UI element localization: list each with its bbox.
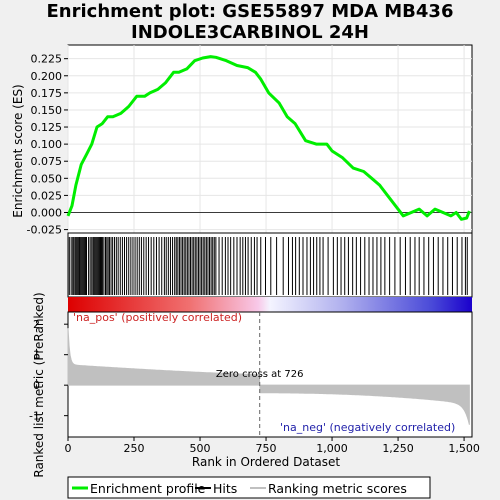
es-tick-label: 0.050 [31, 172, 63, 185]
metric-y-axis: -1 0 1 2 [29, 318, 68, 423]
hit-markers [68, 237, 468, 295]
metric-y-axis-label: Ranked list metric (PreRanked) [32, 292, 46, 477]
legend-hits-label: Hits [213, 481, 237, 496]
es-tick-label: 0.225 [31, 53, 63, 66]
legend-box [67, 476, 431, 499]
rank-color-bar [68, 297, 472, 312]
es-tick-label: 0.125 [31, 121, 63, 134]
es-tick-label: 0.075 [31, 155, 63, 168]
chart-title-line1: Enrichment plot: GSE55897 MDA MB436 [46, 1, 454, 22]
legend: Enrichment profile Hits Ranking metric s… [67, 476, 431, 499]
legend-metric-label: Ranking metric scores [268, 481, 407, 496]
x-tick-label: 0 [65, 442, 72, 455]
es-tick-label: 0.025 [31, 189, 63, 202]
metric-tick-label: 1 [33, 349, 40, 362]
positive-correlation-label: 'na_pos' (positively correlated) [73, 311, 242, 324]
x-tick-label: 750 [256, 442, 277, 455]
x-tick-label: 1,000 [316, 442, 348, 455]
es-y-axis-label: Enrichment score (ES) [11, 84, 25, 217]
es-tick-label: 0.150 [31, 104, 63, 117]
chart-title-line2: INDOLE3CARBINOL 24H [131, 22, 369, 43]
es-tick-label: 0.200 [31, 70, 63, 83]
es-tick-label: 0.100 [31, 138, 63, 151]
metric-tick-label: 0 [33, 379, 40, 392]
legend-profile-label: Enrichment profile [90, 481, 206, 496]
x-axis: 0 250 500 750 1,000 1,250 1,500 [65, 437, 480, 455]
es-tick-label: -0.025 [27, 224, 62, 237]
negative-correlation-label: 'na_neg' (negatively correlated) [280, 421, 455, 434]
es-y-axis: -0.025 0.000 0.025 0.050 0.075 0.100 0.125 0.15… [27, 53, 68, 237]
es-panel [67, 44, 473, 234]
zero-cross-label: Zero cross at 726 [216, 369, 304, 380]
es-tick-label: 0.000 [31, 206, 63, 219]
x-tick-label: 1,500 [448, 442, 480, 455]
ranking-metric-area [67, 328, 470, 425]
x-tick-label: 250 [124, 442, 145, 455]
x-tick-label: 1,250 [382, 442, 414, 455]
x-tick-label: 500 [190, 442, 211, 455]
x-axis-label: Rank in Ordered Dataset [192, 455, 340, 469]
enrichment-profile-line [66, 55, 471, 221]
metric-tick-label: 2 [33, 318, 40, 331]
es-tick-label: 0.175 [31, 87, 63, 100]
metric-tick-label: -1 [29, 410, 40, 423]
chart-title: Enrichment plot: GSE55897 MDA MB436 INDO… [0, 1, 500, 43]
